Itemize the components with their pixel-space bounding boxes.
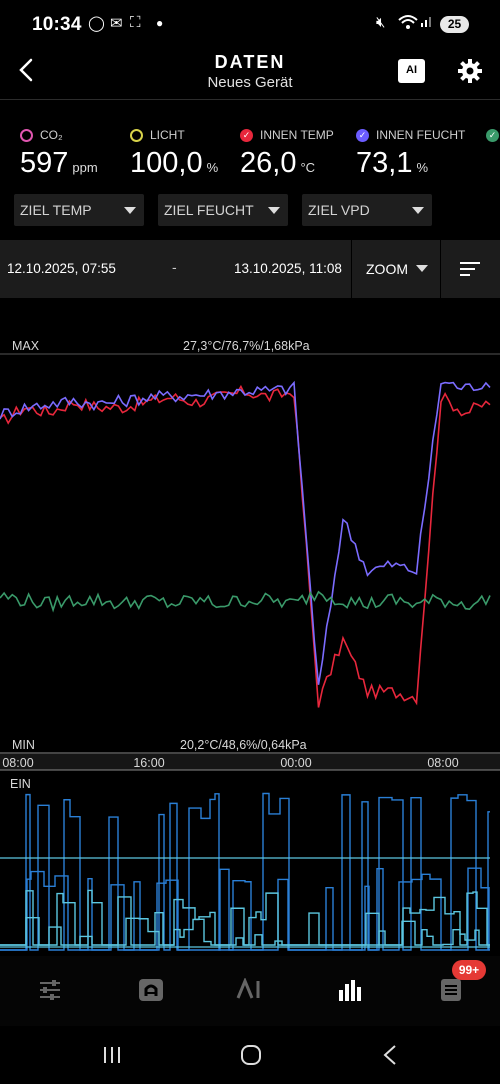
- tab-automation[interactable]: [138, 978, 164, 1007]
- min-label: MIN: [12, 738, 35, 752]
- sliders-icon: [40, 980, 60, 1000]
- mail-icon: ✉: [110, 15, 123, 32]
- sensor-unit: ppm: [72, 160, 98, 175]
- zoom-label: ZOOM: [366, 261, 408, 277]
- device-state-trace: [0, 792, 490, 951]
- sensor-unit: %: [416, 160, 429, 175]
- zoom-dropdown[interactable]: ZOOM: [366, 261, 428, 277]
- status-time: 10:34: [32, 14, 82, 35]
- sensor-co2[interactable]: CO₂ 597 ppm: [20, 126, 98, 180]
- bar-chart-icon: [339, 980, 361, 1001]
- time-axis: [0, 754, 500, 770]
- series-line-innen-temp: [0, 384, 491, 708]
- device-state-trace: [0, 916, 490, 946]
- caret-down-icon: [416, 265, 428, 272]
- notification-badge: 99+: [452, 960, 486, 980]
- caret-down-icon: [268, 207, 280, 214]
- chart-canvas: 08:00 16:00 00:00 08:00: [0, 353, 500, 951]
- device-name: Neues Gerät: [207, 74, 293, 91]
- max-label: MAX: [12, 339, 40, 353]
- time-tick-label: 00:00: [280, 756, 311, 770]
- bottom-tab-bar: [0, 956, 500, 1026]
- document-icon: [441, 979, 461, 1001]
- target-humidity-dropdown[interactable]: ZIEL FEUCHT: [158, 194, 288, 226]
- caret-down-icon: [124, 207, 136, 214]
- signal-icon: [420, 14, 434, 32]
- time-tick-label: 08:00: [2, 756, 33, 770]
- recent-apps-button[interactable]: [102, 1046, 122, 1064]
- dropdown-label: ZIEL FEUCHT: [164, 202, 254, 218]
- date-range-bar: 12.10.2025, 07:55 - 13.10.2025, 11:08 ZO…: [0, 240, 500, 298]
- series-line-innen-feucht: [0, 380, 491, 685]
- target-vpd-dropdown[interactable]: ZIEL VPD: [302, 194, 432, 226]
- sensor-value: 100,0: [130, 147, 203, 179]
- app-header: DATEN Neues Gerät AI: [0, 48, 500, 100]
- divider: [440, 240, 441, 298]
- mute-icon: 🔇︎: [376, 14, 386, 31]
- tab-log[interactable]: [440, 978, 462, 1007]
- ai-button[interactable]: AI: [398, 59, 425, 83]
- time-tick-label: 08:00: [427, 756, 458, 770]
- min-values: 20,2°C/48,6%/0,64kPa: [180, 738, 307, 752]
- sensor-label: CO₂: [40, 128, 63, 142]
- max-values: 27,3°C/76,7%/1,68kPa: [183, 339, 310, 353]
- on-label: EIN: [10, 777, 31, 791]
- system-nav-bar: [0, 1026, 500, 1084]
- tab-controls[interactable]: [38, 978, 62, 1007]
- sensor-inner-humidity[interactable]: ✓ INNEN FEUCHT 73,1%: [356, 126, 465, 180]
- screenshot-icon: ⛶: [130, 14, 141, 31]
- automation-icon: [139, 979, 163, 1001]
- sensor-inner-temp[interactable]: ✓ INNEN TEMP 26,0 °C: [240, 126, 334, 180]
- series-line-vpd: [0, 590, 491, 613]
- dot-icon: ●: [156, 16, 164, 30]
- back-nav-button[interactable]: [382, 1044, 398, 1066]
- target-temp-dropdown[interactable]: ZIEL TEMP: [14, 194, 144, 226]
- settings-button[interactable]: [456, 57, 484, 90]
- ai-icon: [236, 977, 260, 999]
- divider: [351, 240, 352, 298]
- range-separator: -: [172, 259, 177, 275]
- check-icon: ✓: [486, 128, 499, 142]
- sensor-label: LICHT: [150, 128, 185, 142]
- sensor-value: 73,1: [356, 147, 413, 179]
- sort-button[interactable]: [460, 261, 482, 282]
- sensor-label: INNEN FEUCHT: [376, 128, 466, 142]
- back-button[interactable]: [16, 56, 36, 89]
- light-indicator-icon: [130, 128, 143, 142]
- sensor-value: 26,0: [240, 147, 297, 179]
- sensor-unit: %: [206, 160, 219, 175]
- co2-indicator-icon: [20, 128, 33, 142]
- check-icon: ✓: [240, 128, 253, 142]
- time-tick-label: 16:00: [133, 756, 164, 770]
- wifi-icon: [398, 14, 418, 34]
- check-icon: ✓: [356, 128, 369, 142]
- data-chart[interactable]: MAX 27,3°C/76,7%/1,68kPa MIN 20,2°C/48,6…: [0, 330, 500, 956]
- whatsapp-icon: ◯: [88, 15, 105, 32]
- sensor-value: 597: [20, 147, 69, 179]
- end-date[interactable]: 13.10.2025, 11:08: [234, 261, 342, 276]
- sort-icon: [460, 262, 480, 276]
- device-state-trace: [0, 867, 490, 951]
- sensor-vpd-partial[interactable]: ✓: [486, 126, 500, 144]
- dropdown-label: ZIEL VPD: [308, 202, 370, 218]
- status-bar: 10:34 ◯ ✉ ⛶ ● 🔇︎ 25: [0, 0, 500, 48]
- page-title: DATEN: [214, 52, 286, 72]
- tab-data[interactable]: [338, 978, 362, 1007]
- caret-down-icon: [412, 207, 424, 214]
- device-state-trace: [0, 889, 490, 946]
- start-date[interactable]: 12.10.2025, 07:55: [7, 261, 116, 276]
- dropdown-label: ZIEL TEMP: [20, 202, 92, 218]
- battery-icon: 25: [440, 16, 469, 33]
- tab-ai[interactable]: [236, 977, 264, 1005]
- home-button[interactable]: [240, 1044, 262, 1066]
- sensor-readings: CO₂ 597 ppm LICHT 100,0% ✓ INNEN TEMP 26,0…: [0, 126, 500, 186]
- sensor-light[interactable]: LICHT 100,0%: [130, 126, 218, 180]
- chevron-left-icon: [19, 58, 33, 82]
- sensor-unit: °C: [300, 160, 316, 175]
- sensor-label: INNEN TEMP: [260, 128, 334, 142]
- gear-icon: [458, 59, 482, 83]
